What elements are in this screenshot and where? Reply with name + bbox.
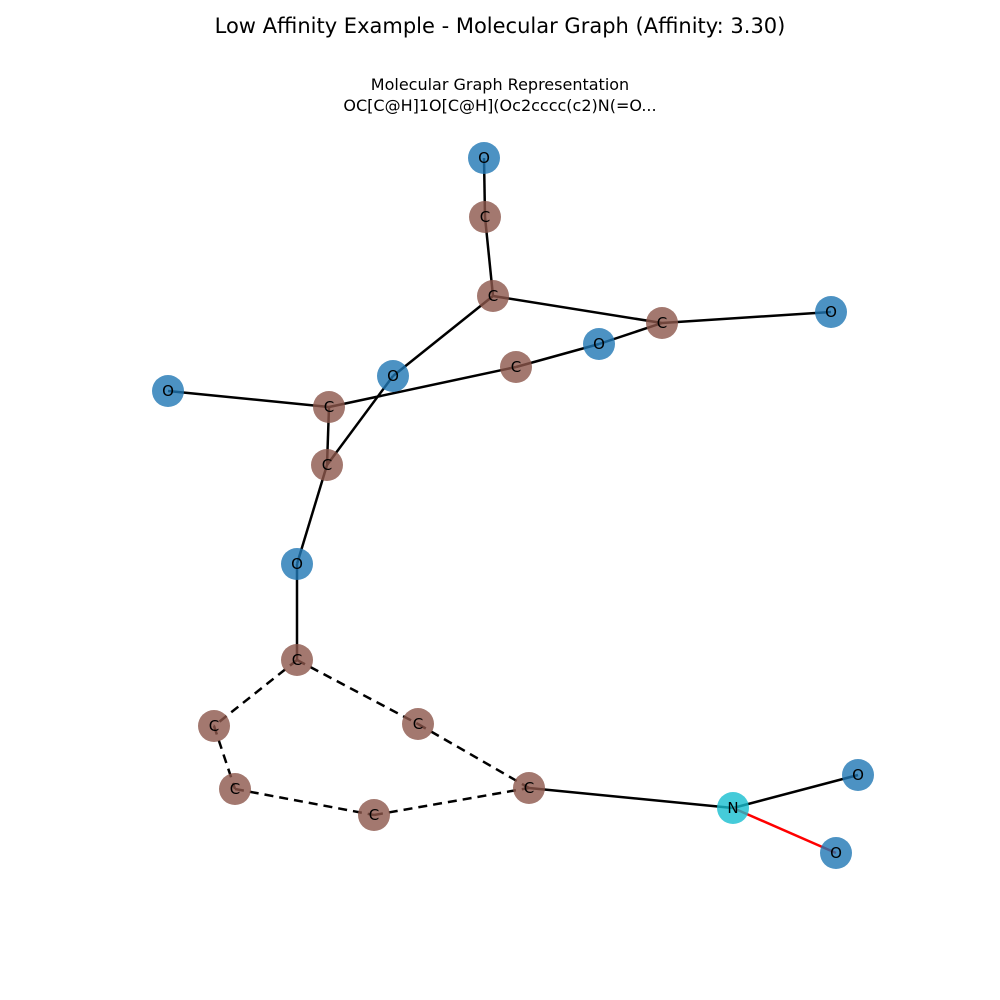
bond-a18-a20 [732, 806, 837, 855]
atom-node: C [313, 391, 345, 423]
atom-label: C [488, 287, 498, 305]
atom-node: C [646, 307, 678, 339]
atom-circle [152, 375, 184, 407]
bond-a3-a4 [661, 310, 832, 325]
bond-a17-a18 [528, 786, 734, 810]
atom-layer: O C C C O O C O O C C O C C C C C C N O O [152, 142, 874, 869]
atom-label: C [657, 314, 667, 332]
atom-node: O [281, 548, 313, 580]
atom-label: O [478, 149, 490, 167]
bond-a2-a7 [392, 295, 494, 377]
atom-circle [469, 201, 501, 233]
atom-circle [377, 360, 409, 392]
atom-node: O [815, 296, 847, 328]
atom-node: O [583, 328, 615, 360]
atom-label: O [852, 766, 864, 784]
atom-circle [281, 548, 313, 580]
atom-node: C [281, 644, 313, 676]
atom-circle [313, 391, 345, 423]
atom-label: C [292, 651, 302, 669]
bond-a14-a17 [417, 722, 530, 790]
bond-a13-a15 [212, 725, 237, 790]
panel-title-line-2: OC[C@H]1O[C@H](Oc2cccc(c2)N(=O... [343, 96, 657, 115]
atom-circle [500, 351, 532, 383]
atom-node: C [500, 351, 532, 383]
atom-circle [815, 296, 847, 328]
bond-a18-a19 [732, 773, 859, 810]
bond-a10-a11 [295, 464, 329, 565]
atom-label: C [480, 208, 490, 226]
atom-circle [477, 280, 509, 312]
atom-label: O [387, 367, 399, 385]
atom-node: O [377, 360, 409, 392]
bond-a2-a3 [492, 294, 663, 325]
atom-label: C [230, 780, 240, 798]
atom-label: C [524, 779, 534, 797]
atom-circle [820, 837, 852, 869]
bond-a12-a14 [296, 658, 419, 726]
atom-node: C [311, 449, 343, 481]
atom-circle [513, 772, 545, 804]
atom-label: N [727, 799, 738, 817]
atom-label: C [209, 717, 219, 735]
figure-title: Low Affinity Example - Molecular Graph (… [214, 14, 786, 38]
atom-circle [402, 708, 434, 740]
atom-circle [358, 799, 390, 831]
bond-a9-a8 [167, 389, 330, 409]
bond-a6-a9 [328, 365, 517, 409]
atom-node: O [152, 375, 184, 407]
atom-label: O [162, 382, 174, 400]
atom-label: O [593, 335, 605, 353]
atom-label: C [324, 398, 334, 416]
bond-a7-a10 [325, 375, 395, 466]
atom-circle [468, 142, 500, 174]
atom-node: C [358, 799, 390, 831]
atom-node: C [402, 708, 434, 740]
bond-a15-a16 [234, 787, 375, 817]
atom-circle [717, 792, 749, 824]
atom-node: C [513, 772, 545, 804]
atom-circle [646, 307, 678, 339]
atom-circle [311, 449, 343, 481]
atom-node: O [820, 837, 852, 869]
atom-label: O [291, 555, 303, 573]
atom-circle [583, 328, 615, 360]
atom-node: O [842, 759, 874, 791]
atom-circle [281, 644, 313, 676]
panel-title-line-1: Molecular Graph Representation [370, 75, 630, 94]
atom-node: O [468, 142, 500, 174]
bond-a16-a17 [373, 786, 530, 817]
atom-label: O [830, 844, 842, 862]
atom-node: C [219, 773, 251, 805]
bond-a12-a13 [213, 659, 298, 727]
atom-circle [842, 759, 874, 791]
atom-label: C [322, 456, 332, 474]
atom-node: C [469, 201, 501, 233]
atom-label: C [413, 715, 423, 733]
atom-node: C [477, 280, 509, 312]
atom-label: C [511, 358, 521, 376]
bond-layer [167, 157, 859, 855]
atom-circle [198, 710, 230, 742]
atom-label: C [369, 806, 379, 824]
panel-title: Molecular Graph Representation OC[C@H]1O… [0, 74, 1000, 116]
atom-circle [219, 773, 251, 805]
atom-label: O [825, 303, 837, 321]
atom-node: N [717, 792, 749, 824]
atom-node: C [198, 710, 230, 742]
